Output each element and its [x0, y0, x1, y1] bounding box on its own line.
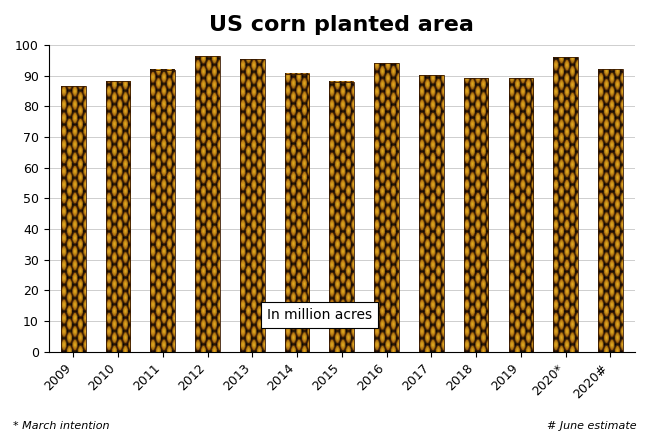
- Bar: [598, 69, 623, 352]
- Title: US corn planted area: US corn planted area: [209, 15, 474, 35]
- Bar: [508, 78, 533, 352]
- Bar: [195, 56, 220, 352]
- Text: # June estimate: # June estimate: [547, 421, 637, 431]
- Bar: [61, 86, 86, 352]
- Bar: [419, 75, 444, 352]
- Bar: [374, 63, 399, 352]
- Bar: [106, 81, 130, 352]
- Text: * March intention: * March intention: [13, 421, 109, 431]
- Bar: [285, 74, 309, 352]
- Bar: [553, 57, 578, 352]
- Bar: [464, 78, 488, 352]
- Bar: [330, 82, 354, 352]
- Bar: [150, 70, 175, 352]
- Bar: [240, 59, 265, 352]
- Text: In million acres: In million acres: [267, 308, 372, 322]
